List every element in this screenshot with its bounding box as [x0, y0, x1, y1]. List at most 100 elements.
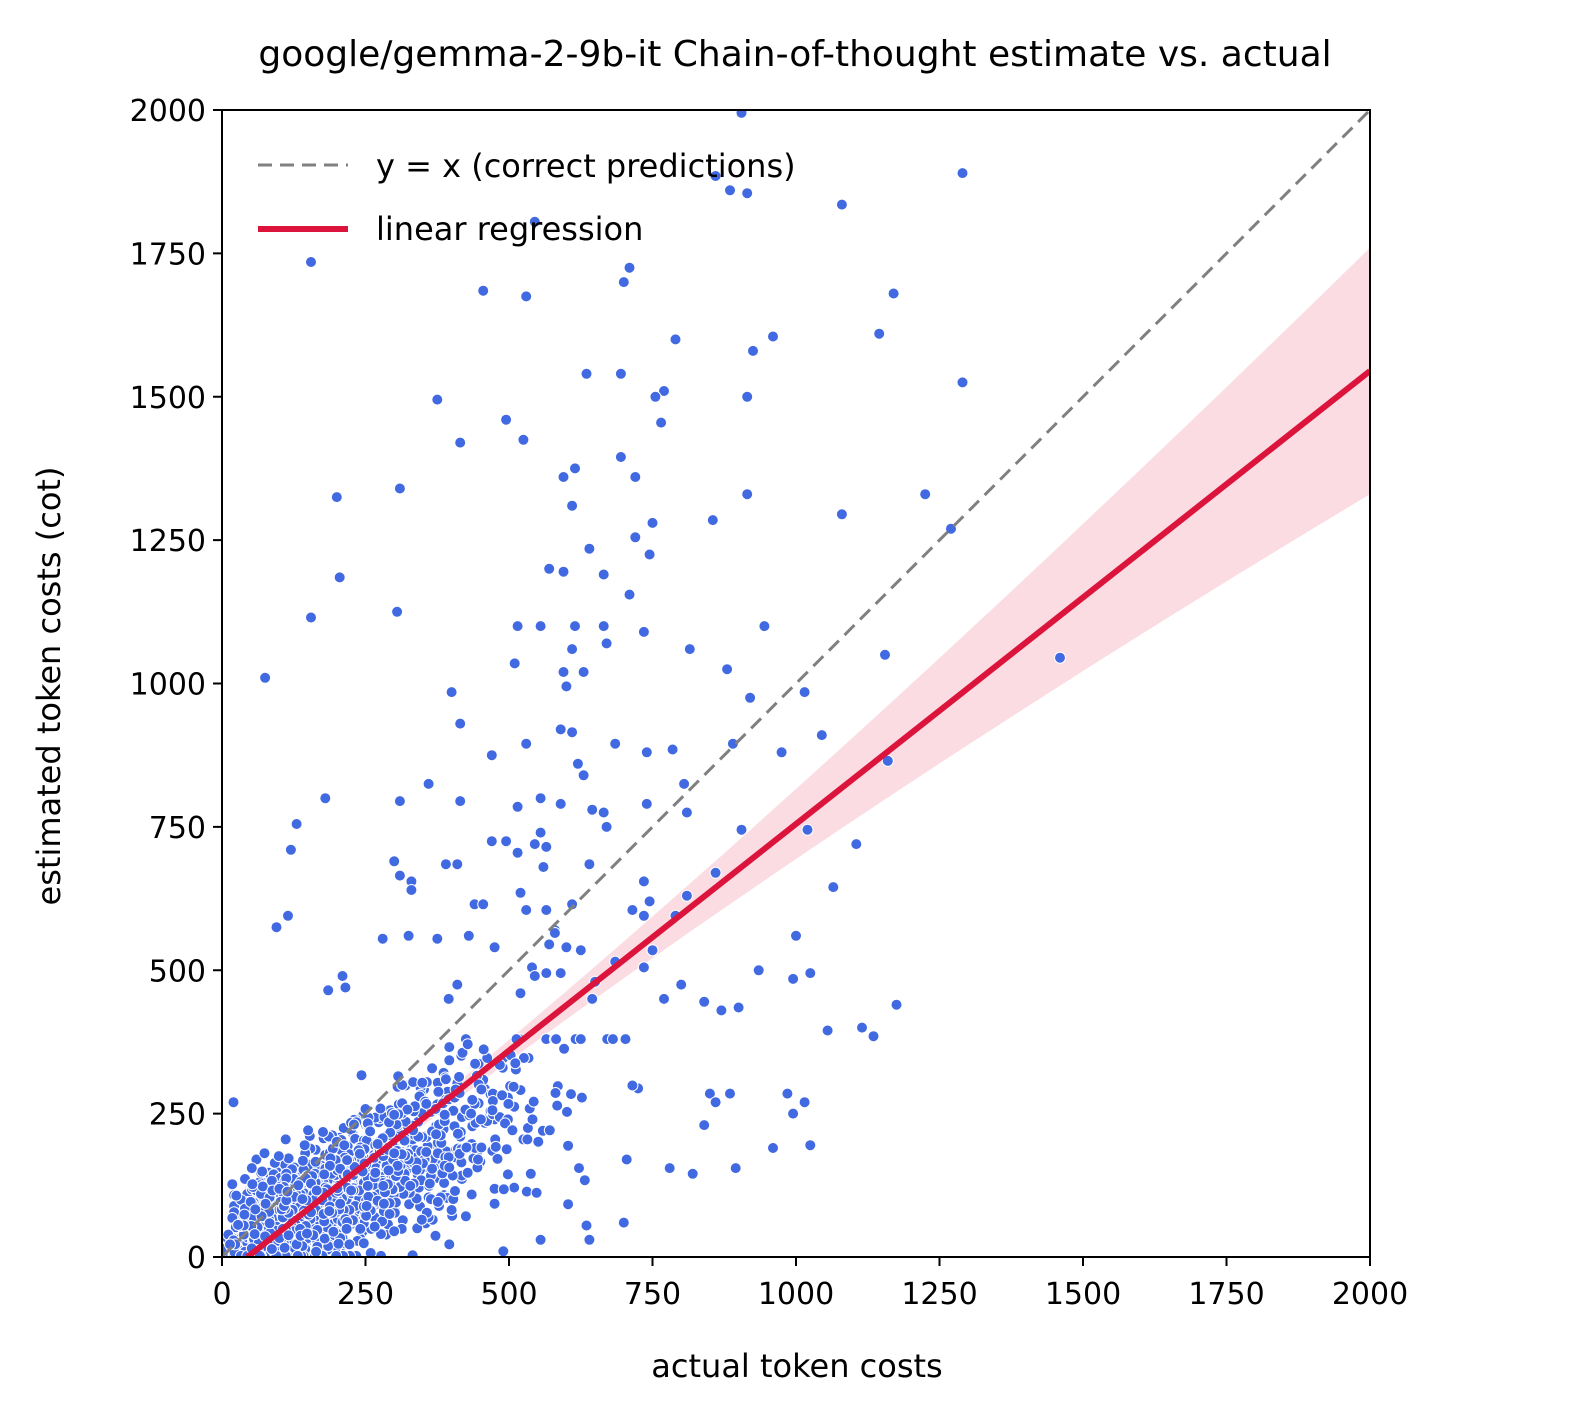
- data-point: [393, 869, 406, 882]
- data-point: [323, 1205, 336, 1218]
- data-point: [472, 1153, 484, 1166]
- data-point: [451, 858, 464, 871]
- data-point: [666, 743, 679, 756]
- x-axis-label: actual token costs: [651, 1347, 942, 1385]
- data-point: [514, 987, 527, 1000]
- regression-line: [245, 368, 1370, 1257]
- data-point: [364, 1125, 377, 1138]
- data-point: [521, 1133, 534, 1146]
- data-point: [245, 1162, 258, 1175]
- data-point: [680, 889, 693, 902]
- data-point: [375, 1249, 387, 1257]
- data-point: [675, 978, 688, 991]
- data-point: [430, 1128, 443, 1141]
- data-point: [402, 929, 415, 942]
- data-point: [655, 416, 668, 429]
- data-point: [534, 792, 547, 805]
- data-point: [586, 992, 599, 1005]
- data-point: [416, 1076, 429, 1089]
- data-point: [302, 1124, 315, 1137]
- data-point: [524, 1167, 537, 1180]
- data-point: [562, 1198, 575, 1211]
- data-point: [767, 1142, 779, 1154]
- data-point: [557, 565, 570, 578]
- data-point: [449, 1185, 461, 1197]
- y-tick-label: 1750: [130, 237, 206, 272]
- data-point: [528, 215, 541, 228]
- y-tick-label: 500: [149, 954, 206, 989]
- data-point: [291, 1249, 304, 1257]
- data-point: [643, 895, 656, 908]
- data-point: [500, 835, 513, 848]
- data-point: [680, 806, 693, 819]
- data-point: [451, 1127, 464, 1140]
- data-point: [258, 1147, 271, 1160]
- data-point: [580, 1219, 593, 1232]
- data-point: [477, 284, 490, 297]
- data-point: [383, 1208, 396, 1220]
- data-point: [558, 1042, 571, 1055]
- data-point: [724, 184, 736, 197]
- data-point: [683, 643, 696, 656]
- data-point: [741, 488, 754, 501]
- data-point: [290, 818, 303, 830]
- data-point: [511, 620, 524, 633]
- data-point: [388, 1108, 401, 1121]
- data-point: [956, 376, 969, 389]
- data-point: [534, 620, 547, 633]
- data-point: [626, 1079, 639, 1092]
- data-point: [338, 1139, 351, 1152]
- data-point: [747, 344, 759, 357]
- data-point: [527, 1095, 540, 1108]
- data-point: [530, 1186, 543, 1199]
- data-point: [706, 514, 719, 527]
- data-point: [256, 1165, 269, 1178]
- data-point: [520, 1185, 533, 1198]
- y-tick-label: 750: [149, 811, 206, 846]
- data-point: [534, 826, 547, 839]
- data-point: [573, 1162, 585, 1175]
- data-point: [431, 932, 444, 945]
- data-point: [431, 393, 444, 406]
- data-point: [540, 904, 553, 916]
- data-point: [629, 471, 642, 483]
- data-point: [364, 1247, 377, 1257]
- data-point: [488, 1197, 501, 1210]
- data-point: [574, 944, 587, 957]
- data-point: [678, 777, 691, 790]
- data-point: [474, 1113, 487, 1126]
- data-point: [566, 898, 579, 911]
- data-point: [583, 1233, 596, 1246]
- y-tick-label: 250: [149, 1098, 206, 1133]
- data-point: [752, 964, 765, 977]
- data-point: [578, 1174, 591, 1187]
- data-point: [565, 1088, 577, 1101]
- y-tick-label: 2000: [130, 94, 206, 129]
- data-point: [443, 1041, 456, 1054]
- data-point: [744, 691, 757, 704]
- data-point: [282, 1229, 295, 1242]
- x-tick-label: 0: [212, 1277, 231, 1312]
- data-point: [332, 1237, 345, 1250]
- data-point: [557, 471, 570, 483]
- data-point: [629, 531, 642, 544]
- data-point: [477, 1043, 490, 1056]
- data-point: [532, 1135, 545, 1148]
- data-point: [540, 840, 553, 853]
- data-point: [709, 170, 722, 182]
- plot-clipped-group: [222, 110, 1370, 1257]
- data-point: [454, 436, 467, 449]
- data-point: [554, 967, 567, 980]
- data-point: [686, 1167, 699, 1180]
- data-point: [246, 1178, 259, 1191]
- data-point: [469, 1057, 482, 1070]
- data-point: [758, 620, 771, 633]
- data-point: [456, 1046, 469, 1059]
- data-point: [566, 726, 579, 739]
- data-point: [577, 666, 590, 678]
- x-tick-label: 1250: [901, 1277, 977, 1312]
- data-point: [721, 663, 734, 676]
- data-point: [426, 1062, 439, 1075]
- data-point: [238, 1208, 251, 1221]
- data-point: [310, 1184, 323, 1197]
